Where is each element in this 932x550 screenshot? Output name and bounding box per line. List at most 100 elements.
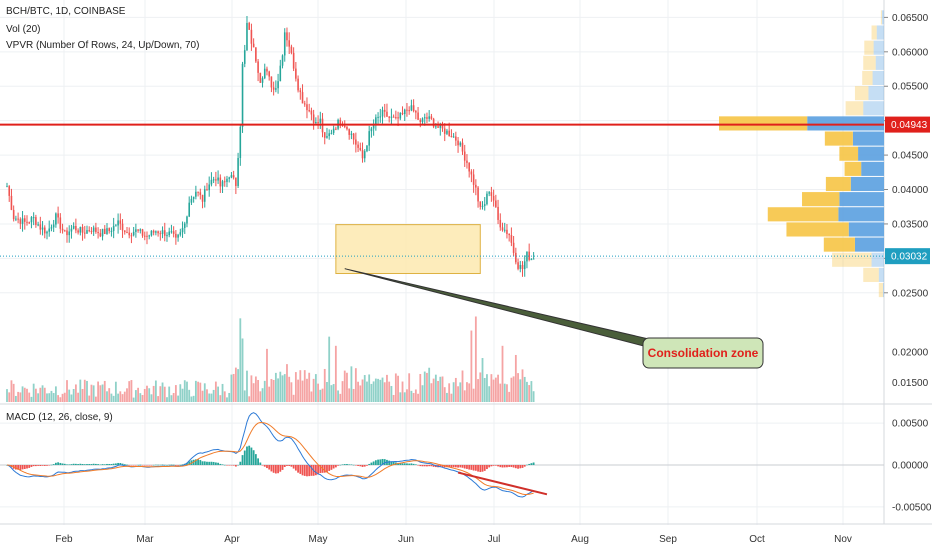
vpvr-up-row	[839, 192, 884, 207]
volume-bar	[254, 376, 257, 402]
macd-histogram-bar	[299, 465, 302, 474]
vpvr-down-row	[845, 101, 864, 116]
macd-histogram-bar	[57, 462, 60, 465]
volume-bar	[117, 393, 119, 402]
candle-body	[268, 71, 270, 77]
vpvr-down-row	[823, 237, 855, 252]
candle-body	[55, 213, 57, 225]
macd-histogram-bar	[201, 461, 204, 465]
candle-body	[30, 217, 33, 223]
candle-body	[381, 109, 384, 117]
volume-bar	[277, 378, 279, 402]
macd-histogram-bar	[506, 465, 508, 468]
macd-histogram-bar	[334, 465, 337, 468]
volume-bar	[270, 378, 273, 402]
volume-bar	[86, 380, 88, 402]
macd-histogram-bar	[303, 465, 306, 476]
macd-histogram-bar	[401, 463, 404, 465]
candle-body	[295, 68, 297, 79]
current-price-flag	[885, 248, 930, 265]
candle-body	[241, 63, 244, 127]
volume-bar	[228, 392, 231, 402]
macd-histogram-bar	[452, 465, 455, 468]
macd-histogram-bar	[350, 464, 353, 465]
candle-body	[61, 228, 64, 231]
candle-body	[292, 52, 295, 69]
vpvr-down-row	[839, 146, 859, 161]
vpvr-up-row	[858, 146, 884, 161]
volume-bar	[441, 376, 444, 402]
volume-bar	[352, 388, 355, 402]
volume-bar	[8, 392, 11, 402]
volume-bar	[526, 381, 528, 402]
vpvr-up-row	[871, 252, 884, 267]
macd-histogram-bar	[208, 461, 211, 465]
macd-histogram-bar	[134, 465, 137, 466]
macd-histogram-bar	[150, 465, 153, 466]
candle-body	[203, 189, 206, 202]
candle-body	[41, 227, 44, 230]
candle-body	[223, 181, 226, 183]
volume-bar	[114, 381, 117, 402]
macd-histogram-bar	[94, 463, 97, 465]
volume-bar	[434, 374, 437, 402]
candle-body	[81, 226, 84, 233]
macd-histogram-bar	[523, 465, 526, 467]
vpvr-up-row	[881, 10, 884, 25]
vpvr-down-row	[871, 25, 877, 40]
volume-bar	[201, 390, 204, 402]
volume-bar	[532, 391, 535, 402]
macd-histogram-bar	[154, 464, 157, 466]
volume-bar	[248, 396, 251, 402]
vpvr-indicator-label[interactable]: VPVR (Number Of Rows, 24, Up/Down, 70)	[6, 40, 200, 51]
macd-histogram-bar	[130, 465, 133, 466]
volume-bar	[503, 383, 506, 402]
candle-body	[395, 117, 397, 119]
candle-body	[26, 221, 28, 223]
volume-bar	[79, 379, 82, 402]
volume-bar	[330, 385, 333, 402]
candle-body	[230, 175, 233, 178]
candle-body	[310, 110, 313, 115]
candle-body	[263, 68, 266, 79]
candle-body	[139, 229, 142, 231]
volume-bar	[214, 381, 217, 402]
candle-body	[159, 233, 162, 235]
volume-bar	[348, 388, 351, 402]
candle-body	[488, 192, 490, 194]
volume-bar	[419, 373, 422, 402]
volume-bar	[137, 387, 139, 402]
volume-bar	[310, 391, 313, 402]
candle-body	[99, 233, 102, 237]
volume-bar	[386, 374, 388, 402]
candle-body	[532, 258, 535, 260]
volume-bar	[383, 382, 386, 402]
candle-body	[479, 201, 482, 207]
symbol-label[interactable]: BCH/BTC, 1D, COINBASE	[6, 6, 126, 17]
volume-bar	[212, 389, 215, 402]
macd-indicator-label[interactable]: MACD (12, 26, close, 9)	[6, 412, 113, 423]
volume-bar	[257, 380, 259, 402]
macd-histogram-bar	[412, 463, 415, 465]
volume-bar	[226, 397, 228, 402]
macd-histogram-bar	[392, 461, 395, 465]
macd-histogram-bar	[521, 465, 524, 468]
volume-bar	[74, 384, 77, 402]
volume-bar	[501, 345, 504, 402]
macd-histogram-bar	[286, 465, 288, 466]
candle-body	[275, 88, 277, 90]
macd-histogram-bar	[472, 465, 475, 471]
macd-histogram-bar	[490, 465, 493, 467]
volume-bar	[139, 393, 142, 402]
volume-bar	[259, 391, 262, 402]
macd-histogram-bar	[381, 458, 384, 465]
time-tick-label: Apr	[224, 534, 240, 545]
macd-histogram-bar	[332, 465, 335, 469]
candle-body	[177, 234, 179, 238]
volume-bar	[406, 389, 408, 402]
volume-bar	[286, 364, 288, 402]
candle-body	[77, 230, 79, 233]
macd-histogram-bar	[39, 465, 42, 466]
volume-bar	[392, 394, 395, 402]
volume-indicator-label[interactable]: Vol (20)	[6, 24, 41, 35]
